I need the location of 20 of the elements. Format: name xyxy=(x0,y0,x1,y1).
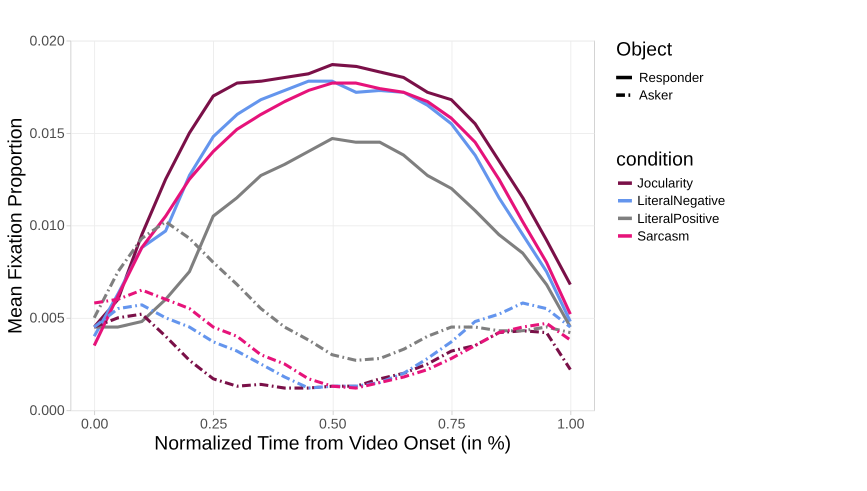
legend-label: Sarcasm xyxy=(637,228,690,244)
legend-label: LiteralNegative xyxy=(637,193,726,208)
y-tick-label: 0.020 xyxy=(29,32,65,48)
legend-label: Jocularity xyxy=(637,176,694,191)
x-tick-label: 0.25 xyxy=(200,415,228,432)
x-tick-label: 0.50 xyxy=(319,415,347,432)
x-tick-label: 0.00 xyxy=(80,415,109,432)
y-axis-title: Mean Fixation Proportion xyxy=(4,118,27,334)
y-tick-label: 0.000 xyxy=(29,402,65,418)
y-tick-label: 0.005 xyxy=(29,310,65,326)
x-axis-title: Normalized Time from Video Onset (in %) xyxy=(154,432,512,454)
y-tick-label: 0.010 xyxy=(29,217,65,234)
legend-label: LiteralPositive xyxy=(637,210,720,226)
legend-title: condition xyxy=(616,148,694,171)
text: Object xyxy=(616,38,673,61)
x-tick-label: 0.75 xyxy=(438,415,466,432)
text: Asker xyxy=(639,88,674,103)
text: Responder xyxy=(639,70,704,85)
y-tick-label: 0.015 xyxy=(29,124,65,141)
x-tick-label: 1.00 xyxy=(557,415,585,432)
